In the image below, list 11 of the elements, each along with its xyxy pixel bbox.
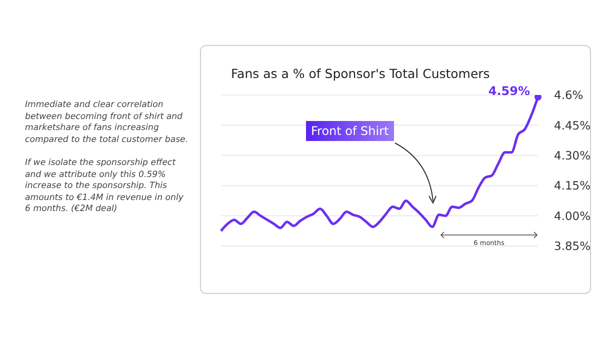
annotation: Front of Shirt bbox=[306, 121, 394, 141]
y-tick-label: 4.15% bbox=[554, 178, 591, 193]
chart-title: Fans as a % of Sponsor's Total Customers bbox=[231, 66, 490, 81]
data-label: 4.59% bbox=[488, 84, 530, 98]
text: Immediate and clear correlation between becoming front of shirt and marketshare of fans increasing compared to the total customer base. bbox=[25, 100, 190, 146]
y-tick-label: 4.30% bbox=[554, 148, 591, 162]
y-tick-label: 4.45% bbox=[554, 118, 591, 132]
text: If we isolate the sponsorship effect and we attribute only this 0.59% increase to the sponsorship. This amounts to €1.4M in revenue in only 6 months. (€2M deal) bbox=[25, 158, 184, 216]
y-tick-label: 4.00% bbox=[554, 208, 591, 223]
y-tick-label: 3.85% bbox=[554, 239, 591, 254]
y-tick-label: 4.6% bbox=[554, 88, 584, 102]
